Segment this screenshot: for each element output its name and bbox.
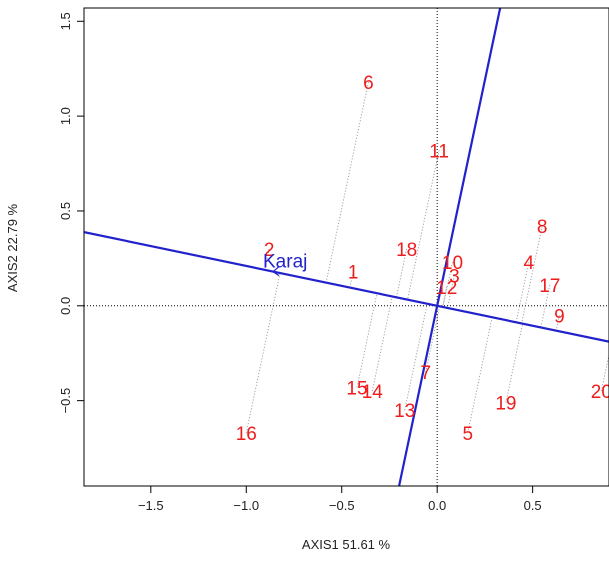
point-label-15: 15 [346,378,367,399]
projection-line-17 [540,284,551,328]
point-label-9: 9 [554,306,565,327]
y-axis-ticks: −0.5 0.0 0.5 1.0 1.5 [58,12,84,413]
y-tick-label: −0.5 [58,388,73,414]
projection-line-12 [442,286,448,308]
point-label-14: 14 [362,382,384,403]
point-label-16: 16 [236,424,257,445]
point-label-11: 11 [429,141,449,162]
x-tick-label: −1.0 [233,498,259,513]
point-label-5: 5 [462,424,473,445]
projection-line-11 [407,150,440,300]
point-label-3: 3 [449,266,460,287]
projection-line-18 [395,248,408,298]
point-label-13: 13 [394,401,415,422]
projection-line-3 [447,275,455,309]
projection-line-9 [555,315,560,331]
point-label-2: 2 [264,240,275,261]
projection-line-8 [521,226,543,324]
point-label-7: 7 [420,363,431,384]
environment-marker [271,266,280,277]
point-label-8: 8 [537,217,548,238]
projection-line-7 [425,306,441,373]
x-tick-label: −0.5 [329,498,355,513]
projection-line-15 [356,293,378,388]
projection-line-6 [325,81,369,283]
plot-border [83,7,609,487]
environment-lines [84,8,609,486]
point-label-17: 17 [539,276,560,297]
projection-line-16 [245,272,281,433]
y-axis-title: AXIS2 22.79 % [5,203,20,292]
point-label-10: 10 [442,253,463,274]
y-tick-label: 0.5 [58,202,73,220]
projection-line-13 [404,303,428,411]
x-axis-title: AXIS1 51.61 % [302,537,391,552]
x-axis-ticks: −1.5 −1.0 −0.5 0.0 0.5 [138,486,542,513]
reference-lines [84,8,609,486]
projection-lines [245,81,609,433]
environment-axis-line [84,231,609,343]
point-label-4: 4 [524,253,535,274]
perpendicular-axis-line [397,8,502,486]
y-tick-label: 1.0 [58,107,73,125]
point-label-1: 1 [348,263,359,284]
x-tick-label: 0.5 [524,498,542,513]
point-label-20: 20 [591,382,609,403]
environment-label: Karaj [263,252,307,273]
x-tick-label: 0.0 [428,498,446,513]
point-label-6: 6 [363,73,374,94]
projection-line-5 [467,317,493,433]
projection-line-4 [515,262,530,323]
projection-line-19 [505,323,524,403]
projection-line-14 [371,296,393,392]
point-label-12: 12 [436,278,457,299]
y-tick-label: 1.5 [58,12,73,30]
y-tick-label: 0.0 [58,297,73,315]
point-label-19: 19 [495,394,516,415]
x-tick-label: −1.5 [138,498,164,513]
plot-frame [83,7,609,487]
projection-line-20 [600,352,609,392]
point-label-18: 18 [396,240,417,261]
projection-line-2 [264,248,270,270]
